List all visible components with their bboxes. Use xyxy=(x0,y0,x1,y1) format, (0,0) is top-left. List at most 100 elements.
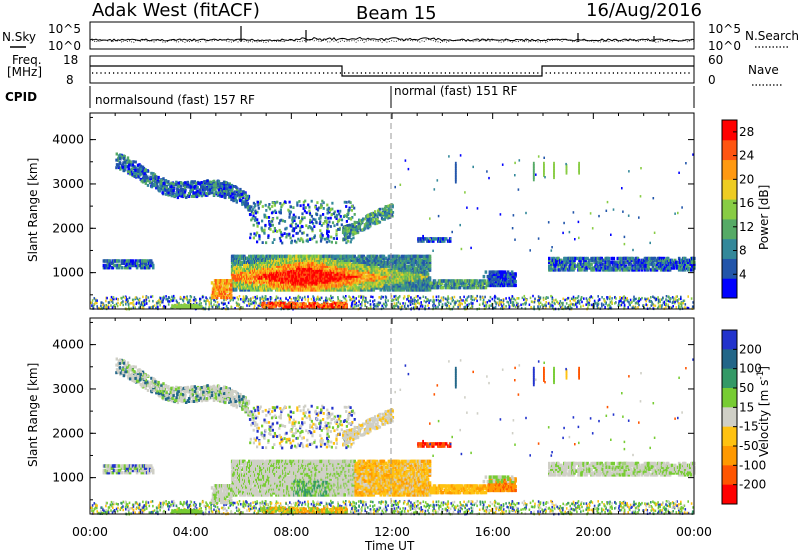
data-cell xyxy=(531,300,534,304)
data-cell xyxy=(146,183,150,187)
data-cell xyxy=(569,303,572,306)
data-cell xyxy=(465,298,467,301)
data-cell xyxy=(126,158,129,162)
data-cell xyxy=(359,307,361,310)
data-cell xyxy=(317,280,320,284)
data-cell xyxy=(672,297,675,300)
data-cell xyxy=(345,299,348,303)
data-cell xyxy=(590,295,592,298)
data-cell xyxy=(453,295,456,299)
freq-left-tick-bottom: 8 xyxy=(66,73,74,87)
data-cell xyxy=(285,284,288,288)
data-cell xyxy=(654,304,657,308)
data-cell xyxy=(437,281,441,285)
data-cell xyxy=(406,298,408,301)
data-cell xyxy=(411,302,414,305)
data-cell xyxy=(145,299,147,303)
data-cell xyxy=(547,302,550,305)
data-cell xyxy=(277,254,280,259)
data-cell xyxy=(332,272,335,276)
data-cell xyxy=(362,295,364,298)
data-cell xyxy=(553,299,555,302)
data-cell xyxy=(426,272,430,276)
nave-label: Nave xyxy=(748,63,779,77)
data-cell xyxy=(363,288,367,292)
data-cell xyxy=(438,303,441,306)
data-cell xyxy=(236,256,239,260)
data-cell xyxy=(318,278,321,282)
data-cell xyxy=(167,296,170,299)
data-cell xyxy=(257,306,260,309)
data-cell xyxy=(245,282,248,286)
data-cell xyxy=(325,286,328,290)
data-cell xyxy=(338,306,341,309)
data-cell xyxy=(450,297,452,300)
data-cell xyxy=(383,282,387,286)
data-cell xyxy=(378,303,380,306)
data-cell xyxy=(370,262,374,266)
data-cell xyxy=(364,266,368,270)
data-cell xyxy=(405,286,409,290)
data-cell xyxy=(117,301,119,305)
data-cell xyxy=(428,278,432,282)
data-cell xyxy=(341,274,344,278)
data-cell xyxy=(652,295,654,298)
data-cell xyxy=(325,278,328,282)
data-cell xyxy=(270,278,273,282)
data-cell xyxy=(248,304,251,307)
data-cell xyxy=(358,300,360,303)
data-cell xyxy=(256,284,259,288)
data-cell xyxy=(210,293,214,297)
data-cell xyxy=(289,296,291,299)
data-cell xyxy=(556,300,559,304)
data-cell xyxy=(381,284,385,288)
data-cell xyxy=(339,254,342,259)
data-cell xyxy=(638,296,640,300)
data-cell xyxy=(261,262,264,266)
data-cell xyxy=(152,306,154,309)
data-cell xyxy=(514,272,517,276)
data-cell xyxy=(400,254,404,259)
data-cell xyxy=(387,299,389,302)
data-cell xyxy=(598,298,601,301)
data-cell xyxy=(678,298,680,301)
data-cell xyxy=(331,262,334,266)
data-cell xyxy=(197,305,200,308)
data-cell xyxy=(345,274,348,278)
data-cell xyxy=(206,299,209,302)
data-cell xyxy=(260,268,263,272)
station-title: Adak West (fitACF) xyxy=(92,0,260,21)
data-cell xyxy=(416,286,420,290)
data-cell xyxy=(212,285,216,289)
data-cell xyxy=(605,302,607,306)
data-cell xyxy=(147,296,150,299)
data-cell xyxy=(594,301,597,304)
data-cell xyxy=(396,296,399,300)
data-cell xyxy=(206,297,208,301)
data-cell xyxy=(174,303,176,307)
noise-panel: N.Sky 10^5 10^0 10^5 10^0 N.Search xyxy=(2,21,799,53)
data-cell xyxy=(657,298,660,302)
data-cell xyxy=(403,295,406,299)
data-cell xyxy=(577,300,579,303)
data-cell xyxy=(447,283,451,288)
data-cell xyxy=(338,274,341,278)
data-cell xyxy=(402,260,406,264)
data-cell xyxy=(240,298,242,301)
data-cell xyxy=(562,303,564,307)
data-cell xyxy=(417,268,421,272)
data-cell xyxy=(398,266,402,270)
data-cell xyxy=(314,276,317,280)
data-cell xyxy=(363,260,367,264)
data-cell xyxy=(377,268,381,272)
data-cell xyxy=(325,303,328,307)
data-cell xyxy=(577,295,580,298)
data-cell xyxy=(145,298,148,301)
data-cell xyxy=(342,295,345,299)
data-cell xyxy=(266,274,269,278)
data-cell xyxy=(385,302,388,305)
data-cell xyxy=(257,278,260,282)
data-cell xyxy=(223,291,227,295)
data-cell xyxy=(327,276,330,280)
data-cell xyxy=(355,260,358,264)
